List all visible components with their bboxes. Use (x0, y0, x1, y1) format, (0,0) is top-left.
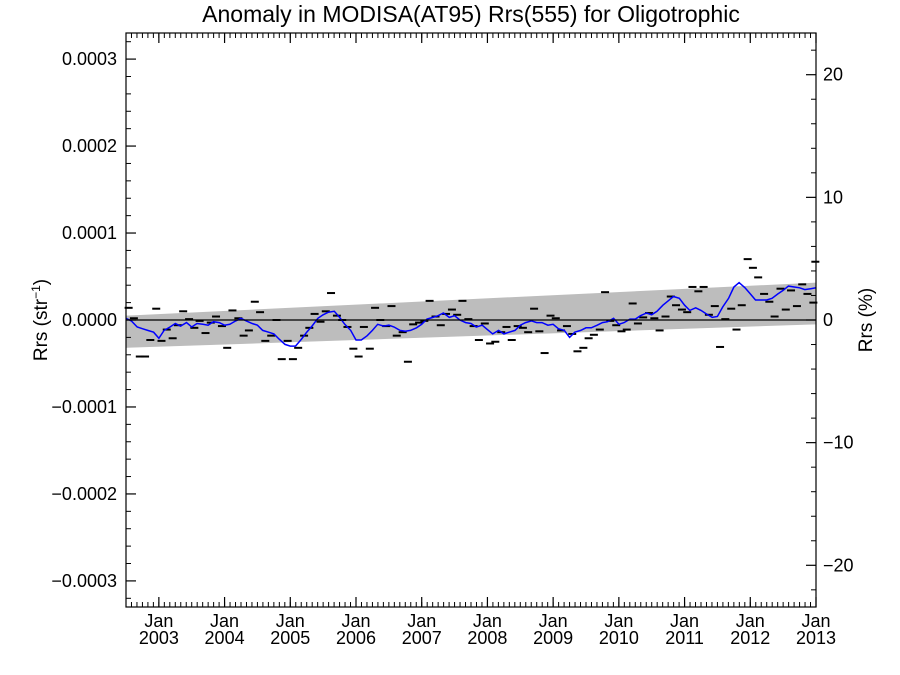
y-axis-left: 0.0003 0.0002 0.0001 0.0000 −0.0001 −0.0002 −0… (51, 41, 136, 599)
y-right-tick-label: −10 (823, 433, 854, 453)
y-right-tick-label: 20 (823, 65, 843, 85)
y-axis-label-left: Rrs (str−1) (29, 279, 52, 361)
x-tick-label-month: Jan (276, 611, 305, 631)
x-tick-label-month: Jan (144, 611, 173, 631)
x-tick-label-year: 2013 (796, 628, 836, 648)
x-axis-bottom: Jan2003Jan2004Jan2005Jan2006Jan2007Jan20… (125, 597, 836, 648)
trend-confidence-band (126, 282, 816, 348)
x-tick-label-month: Jan (407, 611, 436, 631)
x-tick-label-month: Jan (210, 611, 239, 631)
x-tick-label-year: 2003 (139, 628, 179, 648)
x-tick-label-year: 2011 (665, 628, 704, 648)
plot-area (124, 32, 820, 608)
y-left-tick-label: −0.0002 (51, 484, 117, 504)
x-tick-label-year: 2006 (336, 628, 376, 648)
y-left-tick-label: 0.0002 (62, 136, 117, 156)
y-axis-label-right: Rrs (%) (856, 288, 877, 352)
x-tick-label-month: Jan (539, 611, 568, 631)
running-mean-line (125, 281, 817, 347)
monthly-anomaly-markers (124, 258, 820, 363)
x-axis-top (125, 33, 817, 43)
x-tick-label-year: 2012 (730, 628, 770, 648)
y-left-tick-label: −0.0001 (51, 397, 117, 417)
x-tick-label-month: Jan (670, 611, 699, 631)
x-tick-label-month: Jan (341, 611, 370, 631)
y-axis-right: 20 10 0 −10 −20 (806, 49, 854, 591)
x-tick-label-year: 2008 (467, 628, 507, 648)
x-tick-label-year: 2010 (599, 628, 639, 648)
x-tick-label-year: 2009 (533, 628, 573, 648)
y-right-tick-label: 10 (823, 187, 843, 207)
x-tick-label-month: Jan (473, 611, 502, 631)
y-left-tick-label: 0.0001 (62, 223, 117, 243)
x-tick-label-month: Jan (801, 611, 830, 631)
x-tick-label-month: Jan (736, 611, 765, 631)
y-left-tick-label: 0.0003 (62, 49, 117, 69)
chart-title: Anomaly in MODISA(AT95) Rrs(555) for Oli… (202, 1, 740, 27)
y-left-tick-label: 0.0000 (62, 310, 117, 330)
x-tick-label-month: Jan (604, 611, 633, 631)
x-tick-label-year: 2005 (270, 628, 310, 648)
y-right-tick-label: −20 (823, 555, 854, 575)
y-right-tick-label: 0 (823, 310, 833, 330)
x-tick-label-year: 2004 (205, 628, 245, 648)
y-left-tick-label: −0.0003 (51, 571, 117, 591)
x-tick-label-year: 2007 (402, 628, 442, 648)
